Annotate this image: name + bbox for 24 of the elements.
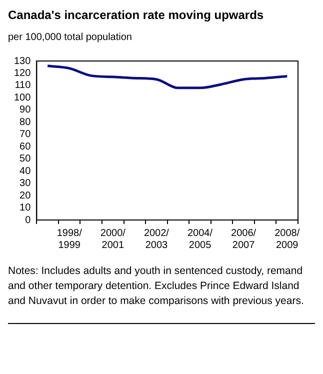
y-tick-label: 0 [25, 214, 32, 226]
x-tick-label: 1998/ 1999 [56, 228, 82, 251]
x-tick-label: 2004/ 2005 [187, 228, 213, 251]
y-axis-title: per 100,000 total population [8, 32, 133, 43]
y-tick-label: 40 [20, 166, 32, 177]
x-tick-label: 2002/ 2003 [144, 228, 170, 251]
text: Notes: Includes adults and youth in sentenced custody, remand and other temporary detention. Excludes Prince Edward Island and Nuvavut in order to make comparisons with previous years. [8, 264, 315, 324]
x-tick-label: 2008/ 2009 [274, 228, 300, 251]
y-tick-label: 100 [14, 92, 32, 104]
y-tick-label: 80 [20, 116, 32, 128]
chart-title: Canada's incarceration rate moving upwards [8, 8, 265, 22]
x-tick-label: 2000/ 2001 [100, 228, 126, 251]
y-tick-label: 110 [14, 80, 32, 92]
line-series [46, 64, 288, 90]
y-tick-label: 10 [20, 202, 32, 214]
y-tick-label: 20 [20, 190, 32, 202]
x-tick-label: 2006/ 2007 [231, 228, 256, 251]
y-tick-label: 60 [20, 141, 32, 152]
y-tick-label: 50 [20, 154, 32, 165]
y-tick-label: 130 [14, 56, 32, 67]
y-tick-label: 120 [14, 68, 32, 79]
y-tick-label: 30 [20, 178, 32, 190]
y-tick-label: 90 [20, 104, 32, 116]
y-tick-label: 70 [20, 129, 32, 140]
